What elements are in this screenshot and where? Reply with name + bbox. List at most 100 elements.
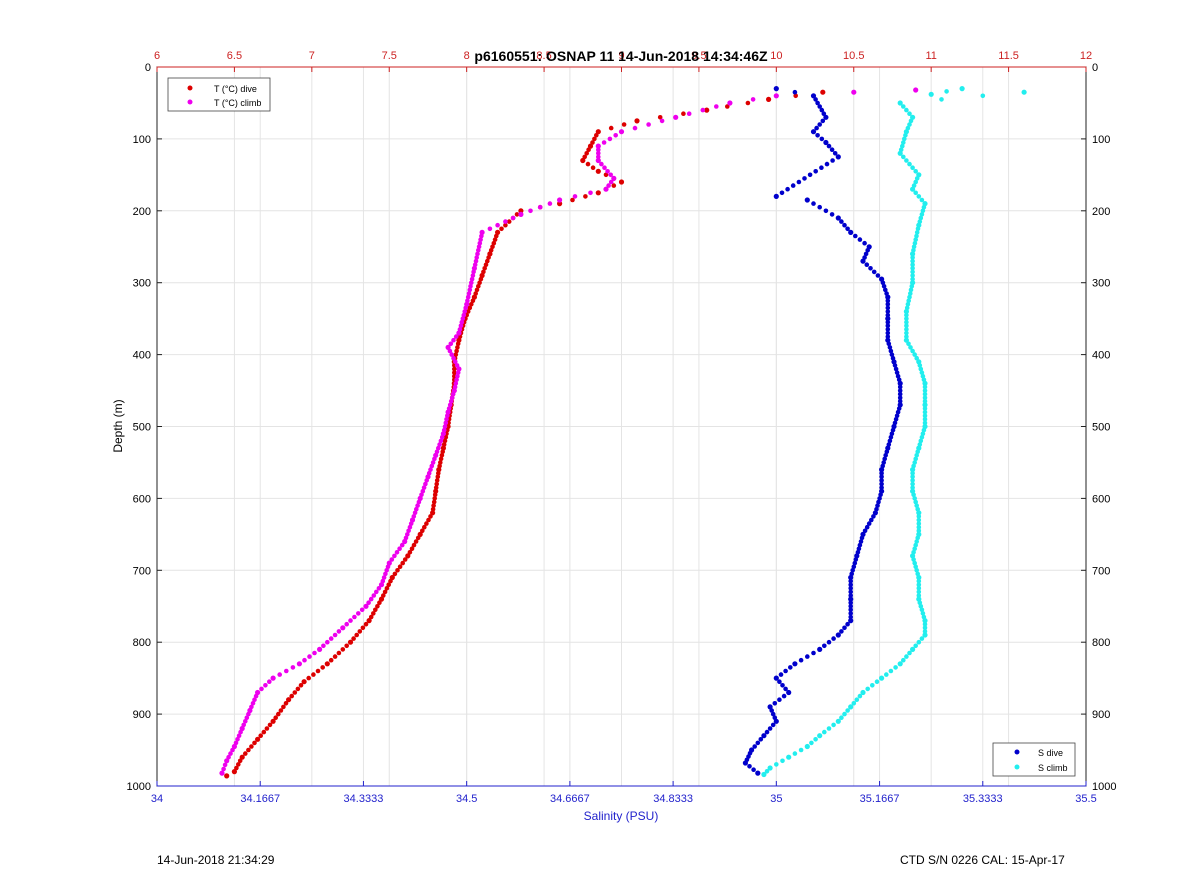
data-point-t-c-dive	[590, 165, 596, 170]
data-point-s-climb	[901, 154, 906, 160]
data-point-s-climb	[918, 438, 924, 444]
data-point-s-dive	[858, 539, 864, 544]
data-point-s-climb	[845, 708, 850, 713]
data-point-t-c-dive	[608, 125, 614, 131]
data-point-s-climb	[911, 183, 917, 188]
data-point-t-c-dive	[595, 190, 601, 196]
data-point-t-c-dive	[474, 287, 480, 293]
data-point-t-c-dive	[224, 773, 230, 779]
data-point-t-c-climb	[277, 672, 283, 677]
temperature-tick-label: 6.5	[227, 50, 242, 62]
data-point-s-dive	[823, 139, 829, 146]
data-point-s-dive	[864, 524, 870, 530]
data-point-s-climb	[922, 388, 928, 393]
data-point-t-c-dive	[289, 693, 295, 699]
data-point-t-c-climb	[378, 582, 385, 588]
data-point-t-c-climb	[468, 284, 473, 289]
data-point-t-c-climb	[411, 514, 417, 519]
axes-layer: 0 0 100 100 200 200 300 300 400 400 500 500 600 600 70…	[127, 50, 1117, 805]
data-point-t-c-dive	[384, 586, 390, 591]
data-point-t-c-climb	[445, 409, 451, 415]
data-point-t-c-climb	[588, 190, 593, 196]
data-point-t-c-dive	[328, 657, 334, 663]
data-point-t-c-dive	[388, 578, 393, 584]
data-point-s-climb	[916, 578, 922, 584]
data-point-s-climb	[817, 733, 823, 739]
data-point-s-climb	[910, 553, 916, 559]
data-point-s-climb	[900, 143, 905, 149]
data-point-t-c-climb	[228, 751, 233, 756]
data-point-s-dive	[848, 600, 853, 605]
data-point-s-climb	[906, 298, 911, 304]
data-point-s-climb	[903, 308, 910, 315]
data-point-s-climb	[919, 197, 925, 203]
data-point-t-c-dive	[428, 514, 433, 519]
data-point-s-dive	[896, 377, 902, 383]
data-point-t-c-dive	[483, 262, 489, 268]
data-point-t-c-climb	[471, 265, 477, 271]
data-point-s-dive	[863, 251, 869, 257]
data-point-s-climb	[910, 273, 915, 278]
data-point-s-dive	[810, 93, 817, 99]
data-point-s-dive	[853, 233, 858, 239]
data-point-t-c-climb	[384, 568, 390, 573]
data-point-t-c-dive	[281, 704, 286, 710]
data-point-s-dive	[848, 618, 854, 624]
data-point-t-c-dive	[440, 445, 446, 451]
data-point-s-dive	[826, 143, 832, 149]
data-point-s-climb	[922, 384, 928, 390]
salinity-tick-label: 35.5	[1075, 793, 1096, 805]
data-point-t-c-climb	[226, 754, 231, 760]
data-point-s-climb	[848, 704, 854, 710]
data-point-s-dive	[893, 417, 899, 422]
data-point-s-climb	[897, 150, 903, 156]
data-point-s-dive	[857, 542, 863, 548]
data-point-t-c-climb	[259, 686, 264, 692]
depth-tick-label-left: 500	[133, 422, 151, 434]
series-s-climb	[761, 86, 1027, 778]
data-point-t-c-dive	[820, 89, 826, 95]
data-point-t-c-climb	[464, 301, 470, 307]
data-point-t-c-dive	[745, 100, 751, 106]
data-point-s-dive	[897, 380, 903, 386]
data-point-t-c-dive	[634, 118, 640, 124]
data-point-s-dive	[849, 571, 854, 577]
data-point-s-dive	[890, 355, 896, 361]
data-point-t-c-dive	[434, 481, 440, 487]
salinity-tick-label: 34.3333	[344, 793, 384, 805]
data-point-s-dive	[884, 449, 890, 455]
data-point-t-c-dive	[590, 140, 595, 145]
data-point-t-c-dive	[409, 546, 415, 551]
data-point-t-c-climb	[426, 470, 432, 476]
data-point-s-climb	[792, 751, 798, 756]
temperature-tick-label: 11.5	[998, 50, 1019, 62]
data-point-t-c-climb	[317, 646, 323, 653]
data-point-t-c-climb	[252, 697, 257, 702]
data-point-t-c-dive	[657, 115, 663, 120]
legend-temperature: T (°C) dive T (°C) climb	[167, 77, 271, 112]
data-point-s-climb	[904, 316, 909, 321]
data-point-t-c-climb	[363, 603, 369, 609]
data-point-t-c-dive	[490, 244, 495, 250]
depth-tick-label-left: 600	[133, 493, 151, 505]
data-point-t-c-dive	[492, 237, 498, 242]
data-point-t-c-dive	[603, 172, 609, 178]
data-point-t-c-dive	[278, 708, 284, 713]
data-point-t-c-dive	[431, 503, 436, 508]
data-point-s-dive	[848, 586, 853, 591]
data-point-s-dive	[885, 330, 891, 336]
temperature-tick-label: 12	[1080, 50, 1092, 62]
data-point-s-climb	[910, 255, 915, 260]
data-point-s-dive	[871, 269, 877, 275]
data-point-t-c-climb	[446, 406, 452, 411]
data-point-t-c-dive	[481, 269, 486, 275]
data-point-s-dive	[777, 679, 782, 684]
data-point-s-dive	[835, 154, 841, 160]
data-point-s-dive	[862, 528, 868, 534]
data-point-s-dive	[823, 114, 829, 120]
depth-tick-label-left: 900	[133, 709, 151, 721]
data-point-s-climb	[903, 337, 910, 343]
data-point-t-c-dive	[454, 348, 459, 354]
data-point-s-climb	[904, 158, 909, 163]
data-point-t-c-climb	[510, 215, 516, 221]
